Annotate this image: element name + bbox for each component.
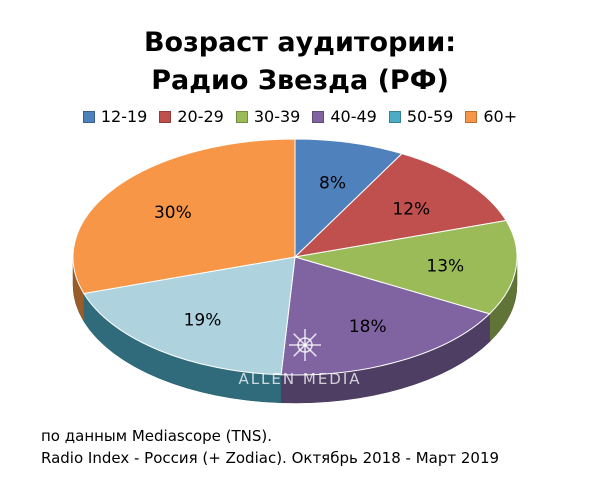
chart-title-line2: Радио Звезда (РФ) [151, 65, 449, 96]
chart-title-line1: Возраст аудитории: [143, 27, 457, 58]
legend-label: 40-49 [330, 107, 377, 126]
watermark-text: ALLEN MEDIA [238, 370, 362, 388]
data-label: 8% [319, 174, 346, 194]
legend-item: 12-19 [82, 106, 148, 128]
legend-label: 50-59 [406, 107, 454, 126]
legend-label: 30-39 [253, 107, 301, 126]
source-line-2: Radio Index - Россия (+ Zodiac). Октябрь… [41, 449, 500, 467]
legend-label: 12-19 [100, 107, 148, 126]
data-label: 13% [426, 256, 464, 276]
legend-label: 60+ [483, 107, 518, 126]
data-label: 19% [184, 311, 222, 331]
legend-label: 20-29 [177, 107, 224, 126]
data-label: 12% [392, 199, 430, 219]
pie-slice-50-59 [83, 256, 296, 376]
data-label: 18% [349, 317, 387, 337]
pie-slices [72, 138, 518, 376]
legend-swatch [82, 111, 95, 123]
legend-swatch [235, 111, 248, 123]
chart-legend: 12-19 20-29 30-39 40-49 50-59 60+ [0, 106, 600, 128]
pie-data-labels: 8% 12% 13% 18% 19% 30% [154, 174, 464, 338]
legend-item: 20-29 [159, 106, 224, 128]
pie-slice-40-49 [280, 256, 491, 376]
legend-swatch [465, 111, 478, 123]
pie-slice-60+ [72, 138, 296, 295]
pie-slice-12-19 [294, 138, 403, 259]
legend-swatch [159, 111, 172, 123]
legend-item: 30-39 [235, 106, 301, 128]
legend-swatch [312, 111, 325, 123]
legend-item: 40-49 [312, 106, 377, 128]
pie-slice-30-39 [294, 219, 518, 315]
data-label: 30% [154, 203, 192, 223]
source-line-1: по данным Mediascope (TNS). [41, 427, 273, 445]
legend-item: 50-59 [388, 106, 454, 128]
watermark-logo-icon [289, 329, 321, 361]
legend-swatch [388, 111, 401, 123]
legend-item: 60+ [465, 106, 517, 128]
pie-slice-20-29 [293, 153, 507, 258]
